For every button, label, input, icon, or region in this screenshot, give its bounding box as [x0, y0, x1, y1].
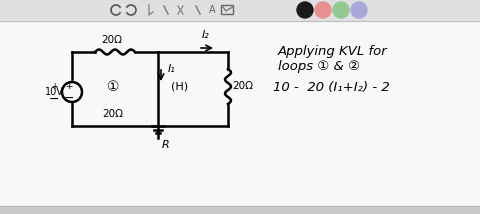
Text: A: A — [209, 5, 216, 15]
Text: 20Ω: 20Ω — [101, 35, 122, 45]
Text: Applying KVL for: Applying KVL for — [278, 45, 388, 58]
Circle shape — [351, 2, 367, 18]
Circle shape — [297, 2, 313, 18]
Text: −: − — [49, 92, 59, 106]
Text: 10 -  20 (I₁+I₂) - 2: 10 - 20 (I₁+I₂) - 2 — [273, 80, 390, 94]
Bar — [0, 206, 480, 214]
Text: 10V: 10V — [45, 87, 63, 97]
Bar — [0, 0, 480, 21]
Text: ①: ① — [107, 80, 119, 94]
Text: 20Ω: 20Ω — [232, 81, 253, 91]
Bar — [221, 5, 233, 14]
Text: +: + — [65, 82, 73, 91]
Text: (H): (H) — [171, 81, 189, 91]
Circle shape — [315, 2, 331, 18]
Text: loops ① & ②: loops ① & ② — [278, 59, 360, 73]
Circle shape — [333, 2, 349, 18]
Text: I₂: I₂ — [202, 30, 210, 40]
Text: R: R — [162, 140, 170, 150]
Text: +: + — [51, 82, 57, 91]
Text: I₁: I₁ — [168, 64, 176, 74]
Text: −: − — [64, 92, 74, 104]
Text: 20Ω: 20Ω — [103, 109, 123, 119]
